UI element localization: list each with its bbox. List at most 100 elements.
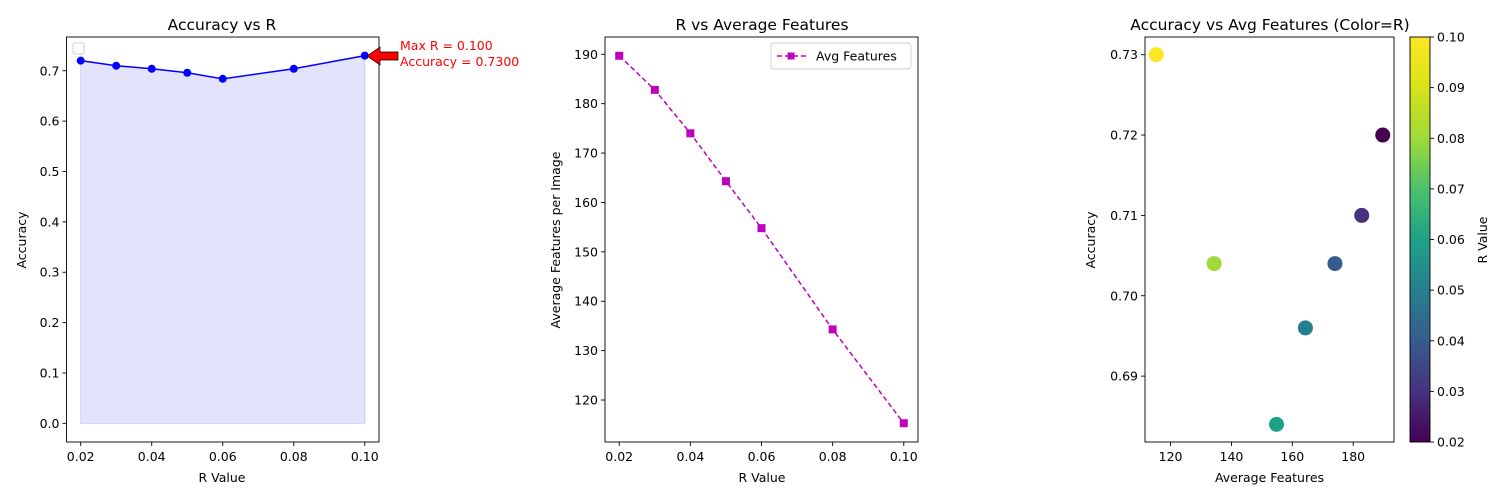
accuracy-point [147, 64, 156, 73]
avg-features-point [721, 177, 730, 186]
y-tick-label: 0.71 [1110, 208, 1138, 223]
x-tick-label: 0.08 [280, 449, 308, 464]
chart-2-x-axis-label: R Value [739, 470, 786, 485]
legend-label: Avg Features [816, 49, 897, 64]
y-tick-label: 120 [574, 393, 598, 408]
accuracy-point [218, 74, 227, 83]
scatter-point [1297, 320, 1313, 336]
chart-3-y-axis-label: Accuracy [1083, 211, 1098, 269]
chart-1-empty-legend [72, 42, 85, 55]
colorbar-ticks: 0.02 0.03 0.04 0.05 0.06 0.07 0.08 0.09 0.10 [1430, 30, 1465, 450]
colorbar-tick-label: 0.10 [1437, 30, 1465, 45]
chart-1-title: Accuracy vs R [168, 16, 277, 34]
y-tick-label: 130 [574, 343, 598, 358]
chart-2-y-axis-label: Average Features per Image [548, 151, 563, 328]
y-tick-label: 0.1 [40, 365, 60, 380]
y-tick-label: 0.2 [40, 315, 60, 330]
colorbar-tick-label: 0.05 [1437, 283, 1465, 298]
annotation-line-1: Max R = 0.100 [400, 38, 493, 53]
x-tick-label: 160 [1280, 449, 1304, 464]
chart-accuracy-vs-r: Accuracy vs R 0.02 0.04 0.06 0.08 0.10 0.00.… [14, 16, 519, 485]
chart-2-legend: Avg Features [770, 42, 912, 70]
avg-features-line [618, 55, 905, 424]
chart-3-title: Accuracy vs Avg Features (Color=R) [1130, 16, 1409, 34]
x-tick-label: 0.10 [890, 449, 918, 464]
chart-2-y-ticks: 120 130 140 150 160 170 180 190 [574, 47, 605, 408]
chart-3-x-ticks: 120 140 160 180 [1159, 442, 1365, 464]
chart-1-x-axis-label: R Value [199, 470, 246, 485]
legend-box [770, 42, 912, 70]
x-tick-label: 120 [1159, 449, 1183, 464]
chart-r-vs-avg-features: R vs Average Features 0.02 0.04 0.06 0.08 0.… [548, 16, 919, 485]
annotation-arrow [366, 46, 399, 66]
colorbar: 0.02 0.03 0.04 0.05 0.06 0.07 0.08 0.09 0.10 R V… [1409, 30, 1490, 450]
y-tick-label: 170 [574, 146, 598, 161]
y-tick-label: 0.0 [40, 416, 60, 431]
scatter-point [1354, 207, 1370, 223]
chart-3-y-ticks: 0.69 0.70 0.71 0.72 0.73 [1110, 47, 1145, 384]
scatter-point [1269, 416, 1285, 432]
y-tick-label: 0.5 [40, 164, 60, 179]
x-tick-label: 0.06 [748, 449, 776, 464]
y-tick-label: 0.72 [1110, 128, 1138, 143]
y-tick-label: 0.69 [1110, 369, 1138, 384]
annotation-line-2: Accuracy = 0.7300 [400, 54, 519, 69]
chart-1-axes-frame [66, 36, 380, 443]
avg-features-point [686, 129, 695, 138]
accuracy-point [112, 61, 121, 70]
x-tick-label: 0.08 [819, 449, 847, 464]
x-tick-label: 0.02 [67, 449, 95, 464]
legend-marker-square [787, 52, 795, 60]
avg-features-point [615, 51, 624, 60]
colorbar-tick-label: 0.03 [1437, 384, 1465, 399]
colorbar-tick-label: 0.04 [1437, 333, 1465, 348]
colorbar-gradient [1409, 36, 1431, 443]
scatter-point [1375, 127, 1391, 143]
y-tick-label: 0.73 [1110, 47, 1138, 62]
chart-1-y-ticks: 0.0 0.1 0.2 0.3 0.4 0.5 0.6 0.7 [40, 63, 67, 431]
max-accuracy-annotation: Max R = 0.100 Accuracy = 0.7300 [366, 38, 519, 69]
colorbar-tick-label: 0.02 [1437, 435, 1465, 450]
y-tick-label: 0.70 [1110, 288, 1138, 303]
accuracy-point [183, 68, 192, 77]
y-tick-label: 190 [574, 47, 598, 62]
y-tick-label: 180 [574, 96, 598, 111]
chart-3-axes-frame [1144, 36, 1395, 443]
x-tick-label: 180 [1341, 449, 1365, 464]
scatter-point [1148, 47, 1164, 63]
accuracy-fill-polygon [80, 55, 366, 424]
x-tick-label: 0.02 [605, 449, 633, 464]
colorbar-tick-label: 0.06 [1437, 232, 1465, 247]
chart-2-title: R vs Average Features [675, 16, 848, 34]
chart-1-y-axis-label: Accuracy [14, 211, 29, 269]
avg-features-point [757, 224, 766, 233]
x-tick-label: 0.04 [676, 449, 704, 464]
accuracy-point [289, 64, 298, 73]
avg-features-point [899, 419, 908, 428]
y-tick-label: 0.3 [40, 265, 60, 280]
avg-features-series [615, 51, 908, 428]
scatter-points [1148, 47, 1391, 432]
accuracy-fill-area [80, 55, 366, 424]
chart-3-x-axis-label: Average Features [1215, 470, 1324, 485]
x-tick-label: 0.10 [351, 449, 379, 464]
accuracy-series [76, 51, 369, 83]
y-tick-label: 0.6 [40, 114, 60, 129]
y-tick-label: 140 [574, 294, 598, 309]
x-tick-label: 0.06 [209, 449, 237, 464]
accuracy-point [360, 51, 369, 60]
accuracy-point [76, 56, 85, 65]
colorbar-tick-label: 0.09 [1437, 80, 1465, 95]
chart-2-axes-frame [604, 36, 919, 443]
y-tick-label: 0.7 [40, 63, 60, 78]
y-tick-label: 0.4 [40, 214, 60, 229]
x-tick-label: 0.04 [138, 449, 166, 464]
chart-1-x-ticks: 0.02 0.04 0.06 0.08 0.10 [67, 442, 379, 464]
x-tick-label: 140 [1220, 449, 1244, 464]
colorbar-tick-label: 0.08 [1437, 131, 1465, 146]
colorbar-label: R Value [1475, 216, 1490, 263]
colorbar-tick-label: 0.07 [1437, 181, 1465, 196]
y-tick-label: 150 [574, 244, 598, 259]
avg-features-point [650, 85, 659, 94]
